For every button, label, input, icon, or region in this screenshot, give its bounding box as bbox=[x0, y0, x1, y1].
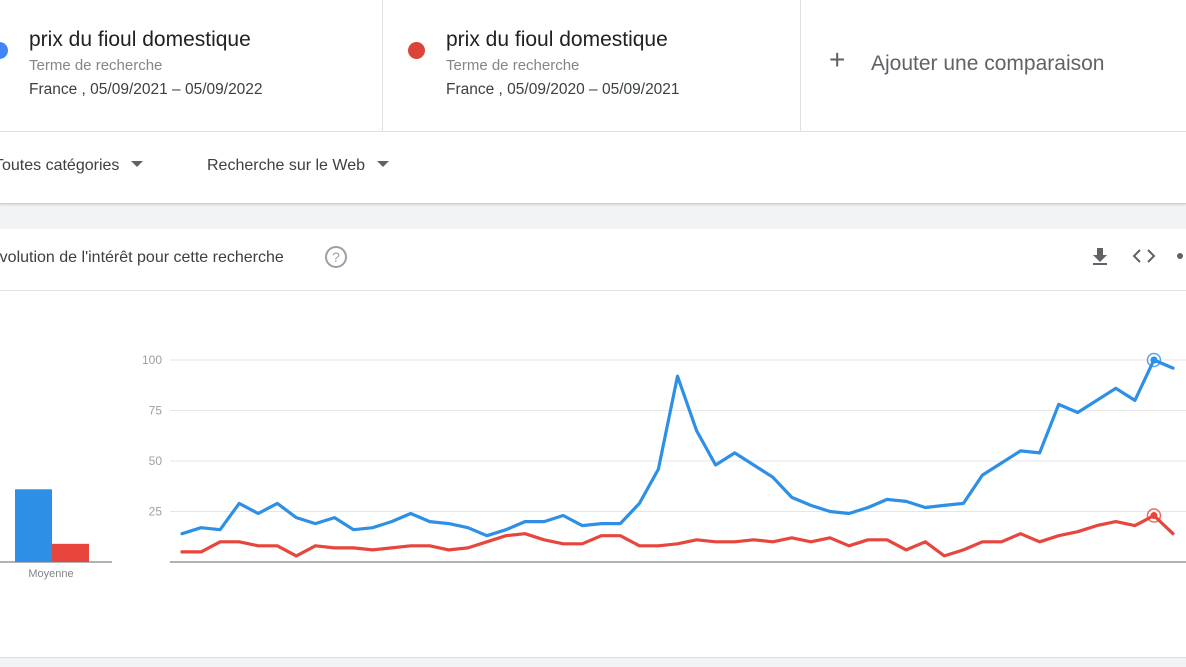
average-bar[interactable] bbox=[52, 543, 89, 562]
card-title: Évolution de l'intérêt pour cette recher… bbox=[0, 249, 284, 266]
interest-chart: 25 50 75 100 Moyenne bbox=[0, 352, 1186, 580]
search-term-2[interactable]: prix du fioul domestique Terme de recher… bbox=[383, 0, 801, 131]
search-type-filter-label: Recherche sur le Web bbox=[207, 157, 365, 174]
term-2-type: Terme de recherche bbox=[446, 57, 580, 74]
average-bar[interactable] bbox=[15, 489, 52, 562]
term-1-name: prix du fioul domestique bbox=[29, 28, 251, 51]
term-2-color-dot bbox=[408, 42, 425, 59]
plus-icon: + bbox=[829, 44, 846, 75]
share-icon[interactable] bbox=[1176, 245, 1186, 272]
average-label: Moyenne bbox=[28, 568, 73, 580]
y-tick-label: 25 bbox=[149, 505, 163, 519]
highlight-ring bbox=[1146, 352, 1162, 368]
term-1-type: Terme de recherche bbox=[29, 57, 163, 74]
search-term-1[interactable]: prix du fioul domestique Terme de recher… bbox=[0, 0, 383, 131]
term-1-range[interactable]: France , 05/09/2021 – 05/09/2022 bbox=[29, 81, 263, 98]
y-tick-label: 75 bbox=[149, 404, 163, 418]
divider bbox=[0, 290, 1186, 291]
highlight-point[interactable] bbox=[1150, 512, 1158, 520]
series-line[interactable] bbox=[180, 513, 1175, 558]
category-filter[interactable]: Toutes catégories bbox=[0, 157, 144, 175]
series-line[interactable] bbox=[180, 358, 1175, 538]
term-2-name: prix du fioul domestique bbox=[446, 28, 668, 51]
chevron-down-icon bbox=[377, 160, 389, 167]
download-icon[interactable] bbox=[1090, 245, 1110, 272]
add-comparison-button[interactable]: + Ajouter une comparaison bbox=[801, 0, 1186, 131]
divider bbox=[0, 131, 1186, 132]
y-tick-label: 50 bbox=[149, 454, 163, 468]
chevron-down-icon bbox=[131, 160, 144, 167]
add-comparison-label: Ajouter une comparaison bbox=[871, 52, 1105, 75]
search-type-filter[interactable]: Recherche sur le Web bbox=[207, 157, 389, 175]
y-tick-label: 100 bbox=[142, 353, 162, 367]
interest-over-time-card: Évolution de l'intérêt pour cette recher… bbox=[0, 229, 1186, 658]
term-1-color-dot bbox=[0, 42, 8, 59]
highlight-point[interactable] bbox=[1150, 356, 1158, 364]
term-2-range[interactable]: France , 05/09/2020 – 05/09/2021 bbox=[446, 81, 680, 98]
query-header: prix du fioul domestique Terme de recher… bbox=[0, 0, 1186, 204]
embed-icon[interactable] bbox=[1132, 245, 1156, 272]
category-filter-label: Toutes catégories bbox=[0, 157, 120, 174]
highlight-ring bbox=[1146, 508, 1162, 523]
help-icon[interactable]: ? bbox=[325, 246, 347, 268]
